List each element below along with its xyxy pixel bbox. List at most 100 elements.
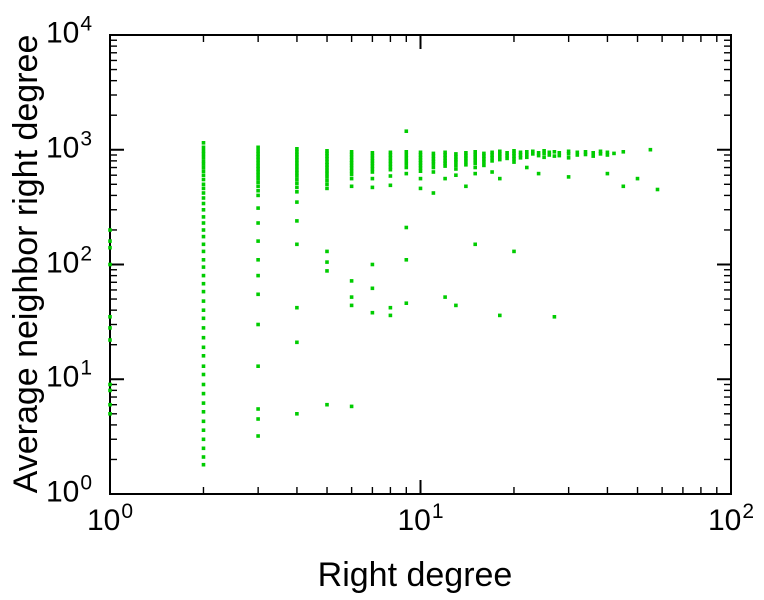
data-point — [325, 175, 329, 179]
data-point — [201, 228, 206, 232]
data-point — [404, 171, 409, 176]
data-point — [443, 159, 447, 163]
data-point — [201, 273, 206, 278]
data-point — [443, 150, 447, 155]
data-point — [431, 165, 436, 170]
scatter-points — [108, 129, 660, 467]
data-point — [431, 162, 436, 166]
data-point — [566, 156, 571, 160]
data-point — [349, 172, 354, 177]
tick-base: 10 — [707, 504, 742, 537]
tick-exponent: 4 — [80, 12, 92, 36]
data-point — [490, 150, 494, 155]
data-point — [108, 239, 112, 243]
data-point — [431, 191, 436, 195]
data-point — [349, 150, 354, 154]
data-point — [490, 153, 494, 157]
data-point — [201, 410, 206, 414]
data-point — [325, 157, 329, 161]
data-point — [404, 153, 409, 157]
data-point — [635, 176, 640, 181]
data-point — [201, 155, 206, 160]
data-point — [621, 150, 626, 154]
data-point — [349, 176, 354, 181]
data-point — [201, 141, 206, 145]
data-point — [512, 151, 516, 156]
data-point — [490, 156, 494, 160]
data-point — [108, 388, 112, 393]
data-point — [512, 157, 516, 161]
data-point — [418, 163, 423, 168]
data-point — [404, 301, 409, 305]
data-point — [349, 163, 354, 168]
data-point — [566, 175, 571, 179]
data-point — [108, 245, 112, 250]
data-point — [201, 455, 206, 459]
x-tick-label-10e1: 101 — [397, 501, 443, 536]
data-point — [325, 160, 329, 164]
data-point — [370, 151, 375, 155]
data-point — [388, 162, 393, 166]
data-point — [201, 289, 206, 294]
data-point — [201, 149, 206, 153]
data-point — [349, 161, 354, 165]
data-point — [349, 155, 354, 160]
data-point — [454, 157, 458, 162]
tick-exponent: 0 — [80, 471, 92, 495]
x-tick-label-10e0: 100 — [87, 501, 133, 536]
data-point — [370, 161, 375, 166]
data-point — [295, 155, 299, 160]
data-point — [349, 152, 354, 157]
data-point — [256, 193, 260, 198]
data-point — [598, 149, 603, 154]
y-tick-label-10e2: 102 — [46, 243, 92, 278]
data-point — [201, 258, 206, 262]
data-point — [388, 305, 393, 310]
data-point — [464, 159, 468, 164]
data-point — [370, 310, 375, 315]
data-point — [482, 160, 486, 164]
data-point — [325, 249, 329, 254]
data-point — [464, 153, 468, 158]
data-point — [256, 188, 260, 193]
data-point — [295, 158, 299, 163]
data-point — [201, 281, 206, 286]
data-point — [201, 401, 206, 405]
data-point — [370, 286, 375, 291]
tick-base: 10 — [45, 131, 80, 165]
data-point — [498, 154, 502, 159]
data-point — [325, 165, 329, 170]
data-point — [454, 303, 458, 308]
data-point — [201, 372, 206, 377]
data-point — [370, 185, 375, 190]
data-point — [349, 303, 354, 308]
data-point — [108, 228, 112, 232]
data-point — [370, 176, 375, 181]
data-point — [201, 354, 206, 358]
data-point — [473, 152, 477, 157]
data-point — [108, 402, 112, 407]
y-tick-label-10e4: 104 — [46, 14, 92, 49]
data-point — [473, 242, 477, 247]
data-point — [370, 156, 375, 161]
data-point — [256, 157, 260, 162]
data-point — [388, 159, 393, 163]
data-point — [583, 152, 588, 157]
y-tick-label-10e1: 101 — [46, 358, 92, 393]
data-point — [473, 158, 477, 163]
data-point — [256, 145, 260, 150]
data-point — [404, 159, 409, 163]
data-point — [256, 322, 260, 327]
data-point — [256, 221, 260, 225]
data-point — [325, 171, 329, 176]
data-point — [418, 169, 423, 173]
data-point — [108, 338, 112, 342]
data-point — [498, 149, 502, 154]
data-point — [454, 160, 458, 164]
data-point — [418, 166, 423, 170]
data-point — [598, 152, 603, 156]
data-point — [325, 260, 329, 264]
data-point — [201, 462, 206, 467]
data-point — [454, 173, 458, 177]
data-point — [256, 407, 260, 411]
